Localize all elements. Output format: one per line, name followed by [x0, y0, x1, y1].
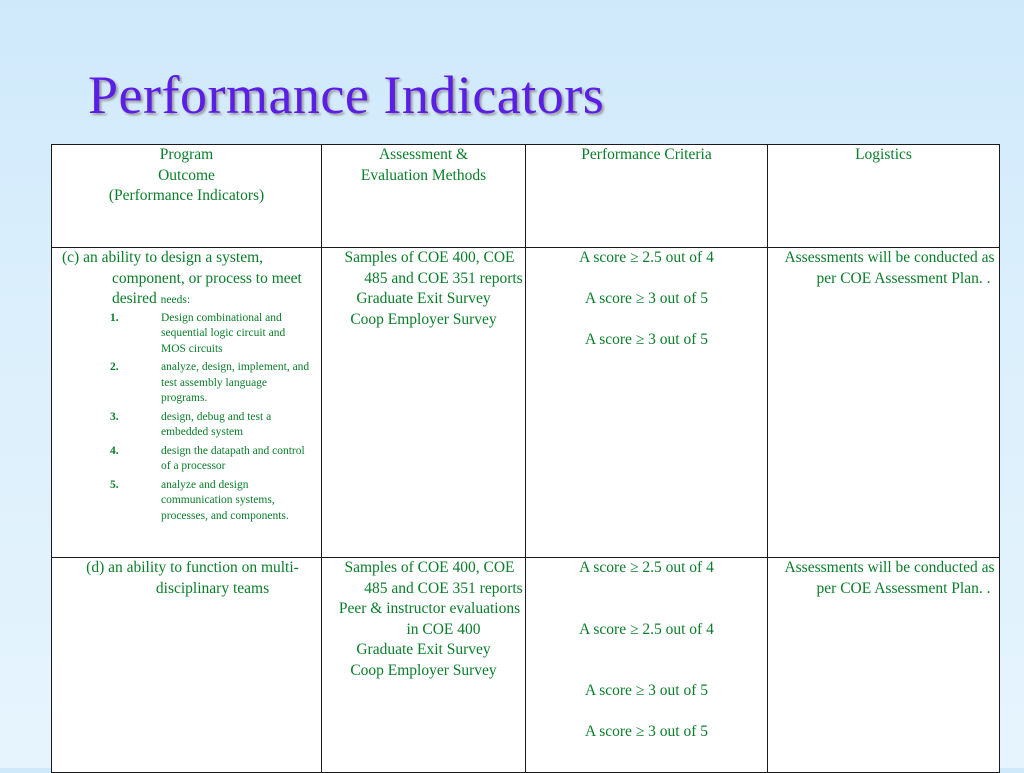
criteria-item: A score ≥ 2.5 out of 4 — [579, 620, 714, 638]
outcome-d-text: (d) an ability to function on multi-disc… — [86, 559, 299, 597]
need-text: design, debug and test a embedded system — [161, 410, 272, 439]
outcome-c-text: (c) an ability to design a system, compo… — [52, 248, 321, 311]
header-assessment-line-1: Assessment & — [378, 146, 469, 163]
header-logistics: Logistics — [767, 144, 1000, 248]
criteria-item: A score ≥ 3 out of 5 — [584, 723, 709, 740]
criteria-item: A score ≥ 2.5 out of 4 — [579, 559, 714, 576]
method-item: Samples of COE 400, COE 485 and COE 351 … — [344, 249, 523, 287]
header-performance-criteria: Performance Criteria — [525, 144, 768, 248]
header-outcome-line-1: Program — [159, 146, 214, 163]
list-item: 3. design, debug and test a embedded sys… — [52, 410, 321, 441]
table-row: (d) an ability to function on multi-disc… — [51, 557, 1000, 773]
logistics-text: Assessments will be conducted as per COE… — [784, 559, 995, 597]
criteria-d-cell: A score ≥ 2.5 out of 4 A score ≥ 2.5 out… — [525, 557, 768, 773]
need-number: 1. — [110, 311, 119, 324]
outcome-c-main: (c) an ability to design a system, compo… — [62, 249, 302, 307]
need-number: 3. — [110, 410, 119, 423]
list-item: 2. analyze, design, implement, and test … — [52, 360, 321, 407]
need-number: 2. — [110, 361, 119, 373]
needs-list: 1. Design combinational and sequential lo… — [52, 311, 321, 525]
list-item: 1. Design combinational and sequential lo… — [52, 311, 321, 358]
outcome-d-cell: (d) an ability to function on multi-disc… — [51, 557, 322, 773]
need-text: analyze, design, implement, and test ass… — [161, 361, 310, 404]
need-number: 4. — [110, 444, 119, 457]
outcome-c-suffix: needs: — [160, 294, 191, 306]
method-item: Samples of COE 400, COE 485 and COE 351 … — [344, 559, 523, 597]
logistics-d-cell: Assessments will be conducted as per COE… — [767, 557, 1000, 773]
header-outcome-line-2: Outcome — [158, 166, 215, 184]
method-item: Graduate Exit Survey — [356, 641, 491, 658]
criteria-item: A score ≥ 3 out of 5 — [584, 682, 709, 699]
need-number: 5. — [110, 478, 119, 491]
header-outcome-line-3: (Performance Indicators) — [108, 187, 265, 204]
need-text: Design combinational and sequential logi… — [161, 311, 286, 355]
criteria-c-cell: A score ≥ 2.5 out of 4 A score ≥ 3 out o… — [525, 247, 768, 558]
page-title: Performance Indicators — [88, 65, 605, 125]
method-item: Peer & instructor evaluations in COE 400 — [338, 600, 521, 638]
list-item: 5. analyze and design communication syste… — [52, 478, 321, 525]
outcome-c-cell: (c) an ability to design a system, compo… — [51, 247, 322, 558]
criteria-item: A score ≥ 3 out of 5 — [584, 331, 709, 348]
criteria-item: A score ≥ 2.5 out of 4 — [579, 249, 714, 266]
list-item: 4. design the datapath and control of a p… — [52, 444, 321, 475]
need-text: design the datapath and control of a pro… — [161, 444, 305, 473]
table-row: (c) an ability to design a system, compo… — [51, 247, 1000, 558]
methods-c-cell: Samples of COE 400, COE 485 and COE 351 … — [321, 247, 526, 558]
header-assessment-methods: Assessment & Evaluation Methods — [321, 144, 526, 248]
logistics-c-cell: Assessments will be conducted as per COE… — [767, 247, 1000, 558]
method-item: Coop Employer Survey — [350, 310, 497, 328]
header-program-outcome: Program Outcome (Performance Indicators) — [51, 144, 322, 248]
criteria-item: A score ≥ 3 out of 5 — [584, 290, 709, 307]
method-item: Graduate Exit Survey — [356, 290, 491, 307]
methods-d-cell: Samples of COE 400, COE 485 and COE 351 … — [321, 557, 526, 773]
need-text: analyze and design communication systems… — [161, 478, 289, 522]
method-item: Coop Employer Survey — [350, 661, 497, 679]
performance-indicators-table: Program Outcome (Performance Indicators)… — [51, 144, 1000, 773]
logistics-text: Assessments will be conducted as per COE… — [784, 249, 995, 287]
table-header-row: Program Outcome (Performance Indicators)… — [51, 144, 1000, 248]
header-assessment-line-2: Evaluation Methods — [360, 166, 487, 184]
